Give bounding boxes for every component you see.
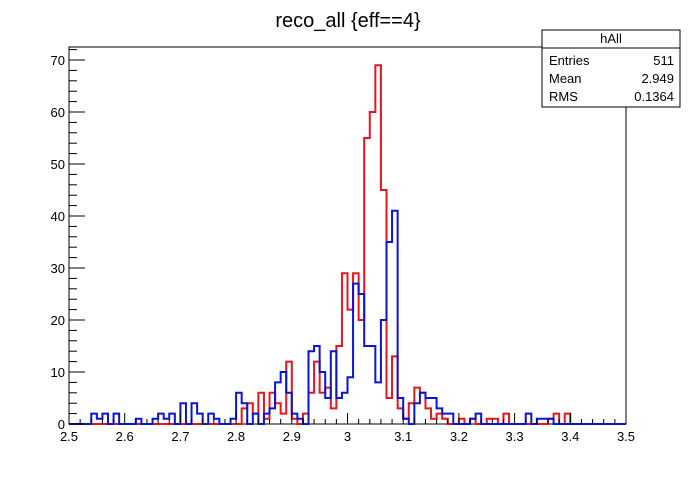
x-tick-label: 2.9	[283, 429, 301, 444]
series-line-1	[69, 209, 626, 425]
y-tick-label: 70	[51, 53, 65, 68]
y-tick-label: 50	[51, 157, 65, 172]
x-tick-label: 2.7	[171, 429, 189, 444]
series-layer	[69, 64, 626, 425]
x-tick-label: 2.8	[227, 429, 245, 444]
x-tick-label: 2.5	[60, 429, 78, 444]
y-tick-label: 10	[51, 365, 65, 380]
stats-rms-value: 0.1364	[634, 89, 674, 104]
axes-layer: 2.5 2.6 2.7 2.8 2.9 3 3.1 3.2 3.3 3.4 3.5 0 10 20 30 40…	[51, 49, 635, 444]
x-tick-label: 3.5	[617, 429, 635, 444]
y-tick-label: 40	[51, 209, 65, 224]
stats-entries-value: 511	[653, 53, 674, 68]
chart-title: reco_all {eff==4}	[275, 10, 421, 32]
x-tick-label: 3.3	[506, 429, 524, 444]
y-tick-label: 0	[58, 417, 65, 432]
x-tick-label: 3	[344, 429, 351, 444]
x-tick-label: 3.1	[394, 429, 412, 444]
x-tick-label: 3.4	[561, 429, 579, 444]
stats-box-title: hAll	[600, 31, 622, 46]
x-tick-label: 3.2	[450, 429, 468, 444]
stats-rms-label: RMS	[549, 89, 578, 104]
y-tick-label: 60	[51, 105, 65, 120]
stats-mean-value: 2.949	[641, 71, 674, 86]
x-tick-label: 2.6	[116, 429, 134, 444]
y-tick-label: 20	[51, 313, 65, 328]
stats-box: hAll Entries 511 Mean 2.949 RMS 0.1364	[541, 29, 681, 108]
stats-mean-label: Mean	[549, 71, 582, 86]
stats-entries-label: Entries	[549, 53, 590, 68]
stats-box-frame	[541, 29, 681, 108]
y-tick-label: 30	[51, 261, 65, 276]
